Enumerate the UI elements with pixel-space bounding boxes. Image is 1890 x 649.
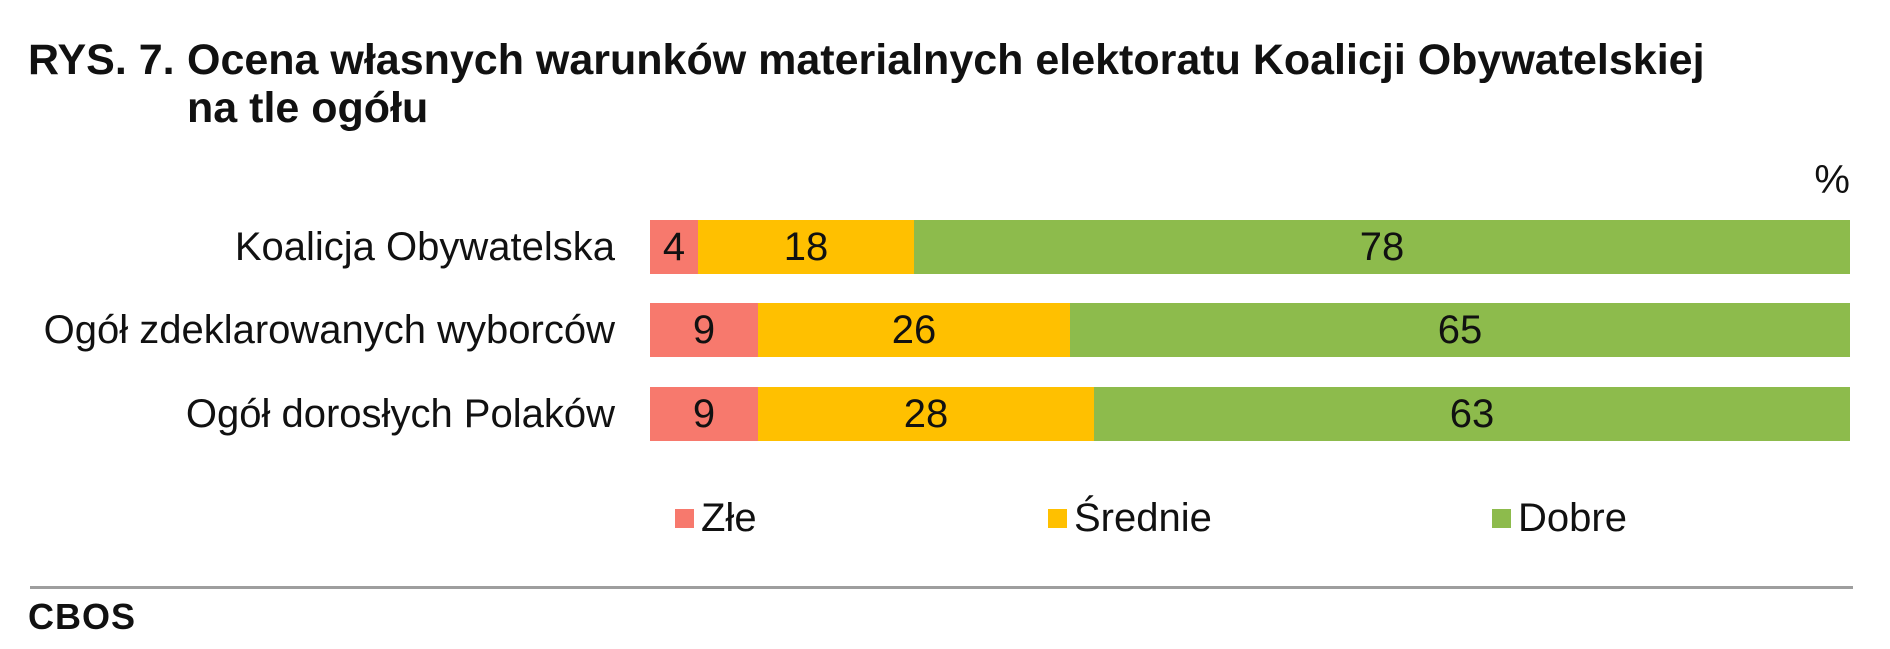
bar-track: 9 28 63 [650, 387, 1850, 441]
chart-legend: Złe Średnie Dobre [0, 495, 1890, 541]
legend-swatch-icon [1048, 508, 1067, 528]
bar-track: 9 26 65 [650, 303, 1850, 357]
bar-segment-dobre: 65 [1070, 303, 1850, 357]
bar-segment-value: 78 [1359, 225, 1405, 269]
bar-segment-złe: 9 [650, 303, 758, 357]
legend-swatch-icon [675, 508, 694, 528]
bar-segment-value: 26 [891, 308, 937, 352]
bar-segment-średnie: 26 [758, 303, 1070, 357]
figure-title: Ocena własnych warunków materialnych ele… [187, 36, 1807, 132]
legend-label: Średnie [1074, 495, 1212, 540]
bar-segment-value: 63 [1449, 392, 1495, 436]
bar-segment-średnie: 18 [698, 220, 914, 274]
legend-label: Złe [701, 495, 757, 540]
bar-segment-dobre: 63 [1094, 387, 1850, 441]
bar-segment-value: 4 [662, 225, 686, 269]
figure-number-label: RYS. 7. [28, 36, 175, 84]
bar-row-label: Ogół dorosłych Polaków [185, 392, 615, 436]
bar-segment-value: 9 [692, 392, 716, 436]
bar-segment-dobre: 78 [914, 220, 1850, 274]
legend-swatch-icon [1492, 508, 1511, 528]
bar-row: Ogół zdeklarowanych wyborców 9 26 65 [0, 303, 1890, 357]
bar-segment-złe: 4 [650, 220, 698, 274]
bar-row-label: Ogół zdeklarowanych wyborców [43, 308, 615, 352]
bar-row: Ogół dorosłych Polaków 9 28 63 [0, 387, 1890, 441]
legend-label: Dobre [1518, 495, 1627, 540]
bar-row: Koalicja Obywatelska 4 18 78 [0, 220, 1890, 274]
bar-segment-value: 18 [783, 225, 829, 269]
bar-segment-value: 9 [692, 308, 716, 352]
bar-segment-średnie: 28 [758, 387, 1094, 441]
footer-divider [30, 586, 1853, 589]
legend-item-złe: Złe [675, 495, 757, 541]
source-logo-text: CBOS [28, 596, 137, 637]
legend-item-średnie: Średnie [1048, 495, 1212, 541]
figure-title-line2: na tle ogółu [187, 84, 429, 132]
percent-unit-label: % [1814, 158, 1850, 202]
bar-row-label: Koalicja Obywatelska [234, 225, 615, 269]
bar-segment-value: 65 [1437, 308, 1483, 352]
bar-segment-złe: 9 [650, 387, 758, 441]
figure-title-line1: Ocena własnych warunków materialnych ele… [187, 36, 1705, 84]
legend-item-dobre: Dobre [1492, 495, 1627, 541]
bar-track: 4 18 78 [650, 220, 1850, 274]
bar-segment-value: 28 [903, 392, 949, 436]
